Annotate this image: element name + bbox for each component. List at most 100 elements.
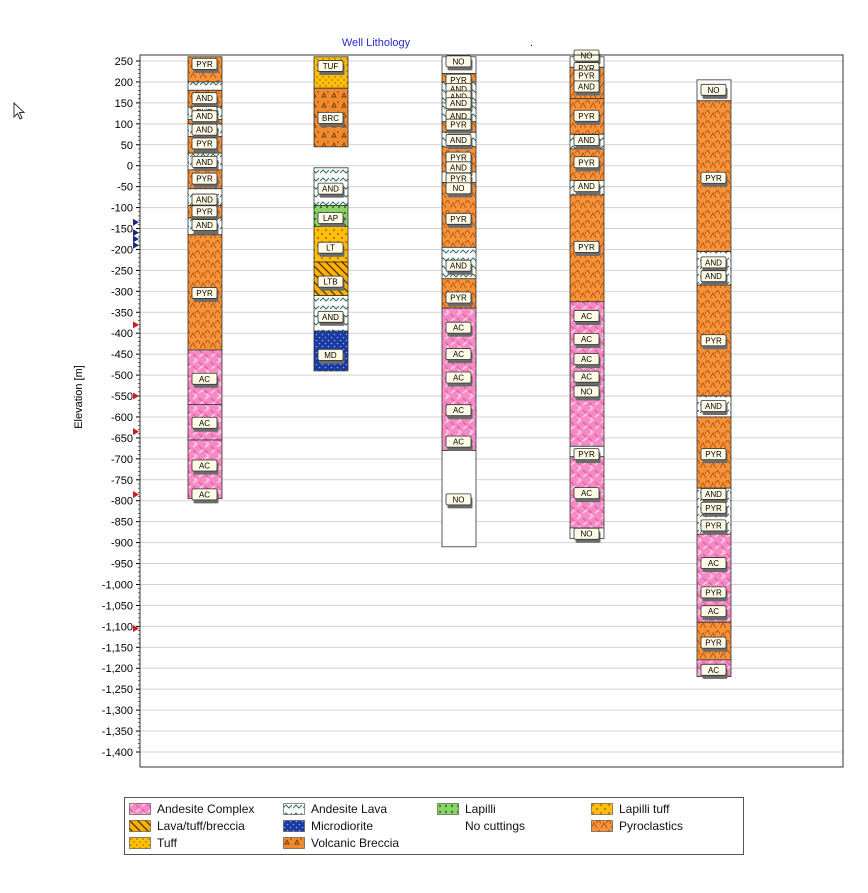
label-box bbox=[191, 416, 218, 429]
y-tick-label: 150 bbox=[115, 98, 133, 110]
label-text: LAP bbox=[323, 214, 338, 223]
label-text: PYR bbox=[450, 294, 467, 303]
lithology-label: PYR bbox=[700, 636, 728, 652]
lithology-label: PYR bbox=[700, 501, 728, 517]
label-box bbox=[191, 57, 218, 70]
label-box bbox=[700, 586, 727, 599]
lithology-label: AND bbox=[191, 219, 219, 235]
label-text: AND bbox=[705, 258, 722, 267]
label-text: AND bbox=[450, 136, 467, 145]
y-tick-label: -300 bbox=[111, 286, 133, 298]
label-box bbox=[573, 156, 600, 169]
label-text: AC bbox=[581, 312, 592, 321]
y-tick-label: -400 bbox=[111, 328, 133, 340]
lithology-label: AND bbox=[700, 400, 728, 415]
label-box bbox=[573, 448, 600, 461]
label-text: AC bbox=[199, 419, 210, 428]
depth-marker bbox=[133, 392, 139, 400]
label-text: AND bbox=[450, 163, 467, 172]
label-box bbox=[700, 171, 727, 184]
y-tick-label: -1,350 bbox=[102, 726, 133, 738]
label-text: AC bbox=[581, 355, 592, 364]
label-text: NO bbox=[581, 530, 593, 539]
depth-marker bbox=[133, 428, 139, 436]
label-text: AND bbox=[196, 196, 213, 205]
legend-label: No cuttings bbox=[465, 818, 526, 833]
lithology-label: AND bbox=[573, 80, 601, 96]
label-text: PYR bbox=[578, 243, 595, 252]
label-box bbox=[573, 487, 600, 500]
label-box bbox=[700, 270, 727, 283]
label-text: PYR bbox=[196, 289, 213, 298]
lithology-interval bbox=[187, 81, 223, 91]
label-text: AND bbox=[196, 126, 213, 135]
label-box bbox=[445, 134, 472, 146]
label-text: PYR bbox=[450, 175, 467, 184]
label-box bbox=[317, 182, 344, 195]
label-box bbox=[191, 372, 218, 385]
label-text: AND bbox=[322, 185, 339, 194]
label-text: PYR bbox=[705, 174, 722, 183]
y-tick-label: -1,250 bbox=[102, 684, 133, 696]
chart-legend: Andesite Complex Andesite Lava Lapilli Lapi… bbox=[124, 797, 744, 855]
lithology-label: PYR bbox=[700, 334, 728, 350]
label-box bbox=[573, 353, 600, 365]
label-text: TUF bbox=[323, 62, 339, 71]
legend-item: Microdiorite bbox=[283, 818, 373, 833]
lithology-label: AC bbox=[700, 557, 728, 573]
lithology-label: AC bbox=[700, 605, 728, 621]
lithology-label: AC bbox=[573, 310, 601, 325]
lithology-label: LT bbox=[317, 241, 345, 257]
label-box bbox=[191, 172, 218, 185]
plot-frame bbox=[139, 54, 844, 768]
y-tick-label: -1,000 bbox=[102, 579, 133, 591]
label-text: PYR bbox=[578, 158, 595, 167]
lithology-label: NO bbox=[445, 493, 473, 509]
label-box bbox=[573, 527, 600, 540]
label-box bbox=[191, 155, 218, 168]
lithology-label: NO bbox=[700, 83, 728, 99]
legend-swatch bbox=[591, 802, 613, 815]
label-box bbox=[700, 605, 727, 618]
label-text: PYR bbox=[196, 139, 213, 148]
y-tick-label: -550 bbox=[111, 391, 133, 403]
label-text: PYR bbox=[705, 588, 722, 597]
legend-label: Lava/tuff/breccia bbox=[157, 818, 245, 833]
label-text: NO bbox=[581, 387, 593, 396]
label-text: AC bbox=[708, 607, 719, 616]
label-text: AND bbox=[578, 82, 595, 91]
label-box bbox=[317, 241, 344, 254]
y-axis-ticks: 250 200 150 100 50 0 -50 -100 -150 -200 -250 -300 -3… bbox=[102, 56, 140, 759]
legend-swatch bbox=[283, 819, 305, 832]
legend-label: Lapilli tuff bbox=[619, 801, 670, 816]
label-box bbox=[445, 182, 472, 195]
label-text: LTB bbox=[323, 278, 337, 287]
lithology-label: AND bbox=[700, 488, 728, 503]
legend-swatch bbox=[591, 819, 613, 832]
label-box bbox=[700, 256, 727, 269]
legend-swatch-empty bbox=[437, 820, 459, 832]
label-text: AND bbox=[450, 262, 467, 271]
label-box bbox=[191, 137, 218, 150]
well-column-5: NO PYR AND AND PYR AND PYR AND PYR PYR AC PYR AC PYR A… bbox=[696, 79, 732, 679]
y-tick-label: -350 bbox=[111, 307, 133, 319]
lithology-label: PYR bbox=[700, 519, 728, 535]
y-tick-label: -1,100 bbox=[102, 621, 133, 633]
lithology-label: PYR bbox=[573, 109, 601, 125]
well-column-1: PYRANDPYRANDANDPYRANDPYRANDPYRANDPYRACAC… bbox=[187, 56, 223, 504]
y-tick-label: -250 bbox=[111, 265, 133, 277]
label-box bbox=[317, 111, 344, 124]
label-text: PYR bbox=[450, 121, 467, 130]
lithology-label: BRC bbox=[317, 111, 345, 127]
label-box bbox=[445, 97, 472, 110]
label-box bbox=[191, 459, 218, 472]
lithology-label: PYR bbox=[191, 57, 219, 73]
lithology-label: PYR bbox=[191, 172, 219, 188]
legend-label: Andesite Complex bbox=[157, 801, 255, 816]
y-tick-label: -1,050 bbox=[102, 600, 133, 612]
depth-marker bbox=[133, 241, 139, 249]
lithology-label: PYR bbox=[573, 448, 601, 464]
label-box bbox=[573, 385, 600, 398]
lithology-label: AND bbox=[573, 134, 601, 150]
legend-item: Lapilli tuff bbox=[591, 801, 669, 816]
